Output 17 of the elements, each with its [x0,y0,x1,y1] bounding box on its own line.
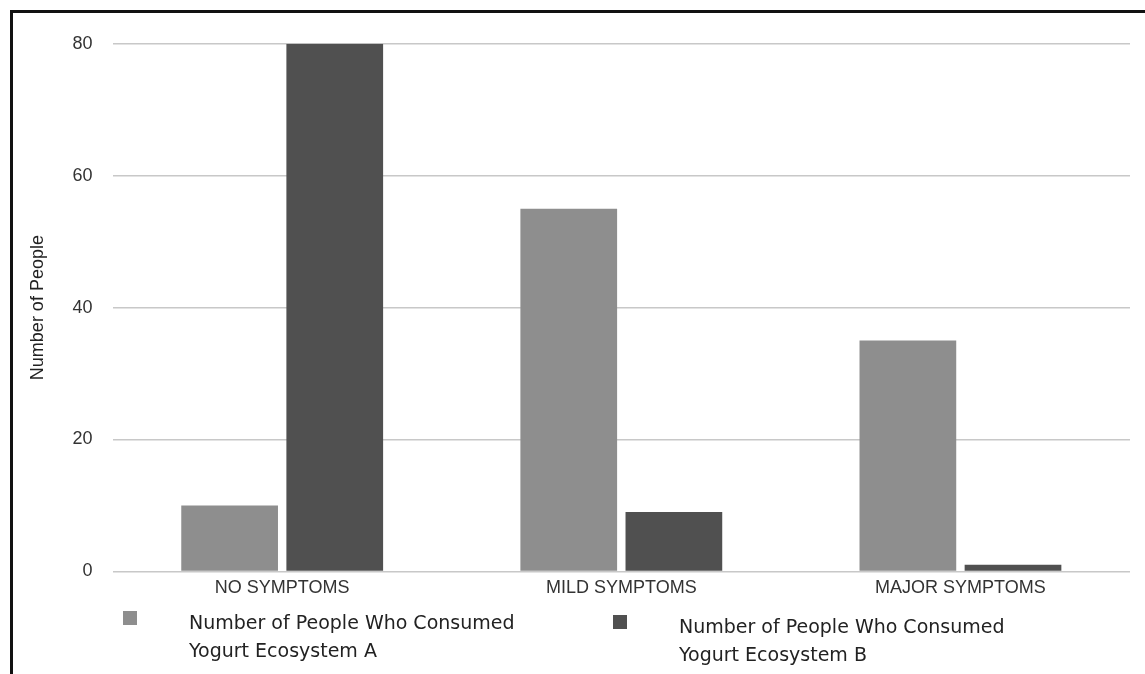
bar [625,512,723,571]
y-tick-label: 20 [72,428,93,449]
bar [859,340,957,571]
y-tick-label: 60 [72,164,93,185]
bar [964,564,1062,571]
x-tick-label: NO SYMPTOMS [214,577,350,598]
bar [286,43,384,571]
x-tick-label: MAJOR SYMPTOMS [875,577,1046,598]
bar [520,208,618,571]
x-tick-label: MILD SYMPTOMS [545,577,697,598]
y-axis-title: Number of People [26,235,47,381]
y-tick-label: 80 [72,32,93,53]
y-tick-label: 40 [72,296,93,317]
text: Number of People Who Consumed Yogurt Ecosystem A [189,610,516,663]
bar [181,505,278,571]
text: Number of People Who Consumed Yogurt Ecosystem B [679,614,1006,667]
y-tick-label: 0 [82,560,93,581]
